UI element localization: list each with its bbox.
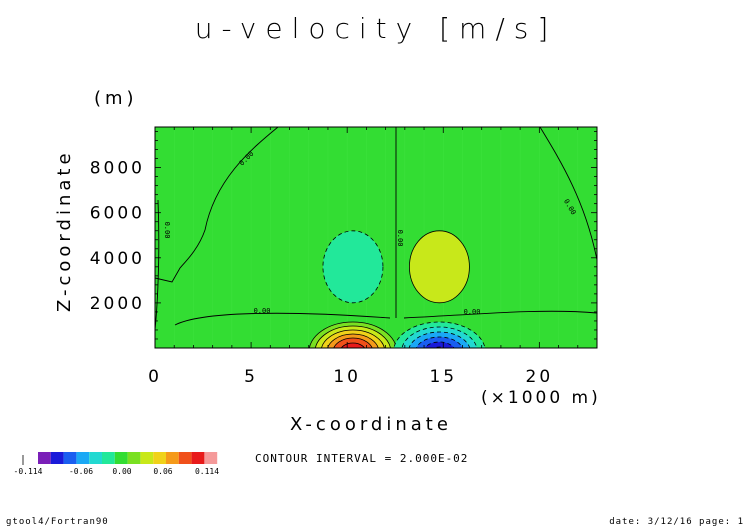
plot-field: 0.000.000.000.00 0.000.00: [155, 127, 597, 348]
contour-interval-text: CONTOUR INTERVAL = 2.000E-02: [255, 452, 469, 465]
colorbar-swatch: [76, 452, 90, 464]
zero-contour-line: [155, 127, 279, 283]
contour-label: 0.00: [254, 307, 271, 315]
colorbar-swatch: [50, 452, 64, 464]
zero-contour-line: [155, 199, 160, 331]
contour-label: 0.00: [396, 230, 404, 247]
negative-anomaly-region: [322, 230, 384, 304]
colorbar-swatch: [114, 452, 128, 464]
colorbar-swatch: [166, 452, 179, 464]
colorbar-swatch: [38, 452, 51, 464]
y-tick-label: 2000: [90, 294, 145, 314]
colorbar-tick-label: -0.114: [14, 467, 43, 476]
colorbar-tick-label: 0.114: [195, 467, 219, 476]
contour-label: 0.00: [464, 308, 481, 316]
negative-core-ring: [415, 336, 463, 348]
colorbar-swatch: [191, 452, 205, 464]
positive-anomaly-region: [409, 230, 470, 304]
x-tick-label: 5: [244, 367, 258, 387]
positive-core-ring: [340, 342, 366, 348]
x-tick-label: 15: [429, 367, 457, 387]
footer-left: gtool4/Fortran90: [6, 517, 109, 527]
zero-contour-line: [539, 127, 597, 261]
colorbar-swatch: [153, 452, 166, 464]
colorbar-swatch: [178, 452, 192, 464]
negative-core-ring: [424, 341, 455, 348]
x-axis-label: X-coordinate: [290, 414, 452, 435]
colorbar-swatch: [127, 452, 141, 464]
z-axis-unit: (m): [94, 88, 138, 109]
footer-right: date: 3/12/16 page: 1: [609, 517, 744, 527]
zero-contour-line: [174, 312, 391, 326]
colorbar-swatch: [63, 452, 77, 464]
x-tick-label: 20: [526, 367, 554, 387]
colorbar: -0.114 -0.06 0.00 0.06 0.114: [14, 452, 219, 476]
axes: 0 5 10 15 20 2000 4000 6000 8000: [90, 127, 598, 387]
colorbar-tick-label: 0.00: [112, 467, 131, 476]
x-tick-label: 0: [148, 367, 162, 387]
contour-label: 0.00: [163, 222, 171, 239]
colorbar-swatch: [89, 452, 102, 464]
colorbar-swatch: [102, 452, 115, 464]
zero-contour-line: [403, 310, 597, 319]
plot-frame: [154, 126, 598, 349]
x-axis-unit: (×1000 m): [481, 388, 601, 408]
positive-core-ring: [350, 347, 356, 348]
x-tick-label: 10: [333, 367, 361, 387]
colorbar-swatch: [204, 452, 218, 464]
y-tick-label: 6000: [90, 204, 145, 224]
chart-title: u-velocity [m/s]: [194, 12, 558, 45]
positive-core-ring: [333, 337, 373, 348]
y-tick-label: 4000: [90, 249, 145, 269]
y-tick-label: 8000: [90, 159, 145, 179]
colorbar-tick-label: 0.06: [153, 467, 172, 476]
colorbar-swatch: [140, 452, 154, 464]
colorbar-tick-label: -0.06: [69, 467, 93, 476]
field-background: [155, 127, 597, 348]
